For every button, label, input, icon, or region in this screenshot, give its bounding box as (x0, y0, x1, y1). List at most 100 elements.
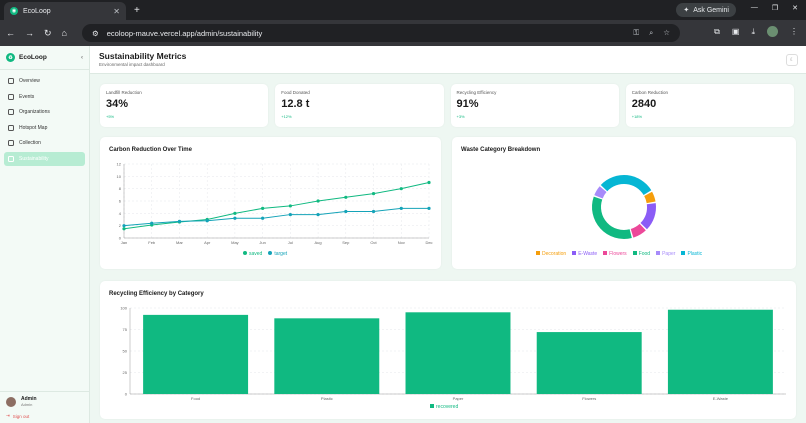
bookmark-star-icon[interactable]: ☆ (663, 28, 670, 37)
close-tab-icon[interactable]: ✕ (113, 6, 120, 16)
new-tab-icon[interactable]: + (134, 4, 140, 16)
series-line-target (123, 207, 429, 227)
sidebar-item-events[interactable]: Events (4, 90, 85, 104)
legend-item[interactable]: Decoration (536, 251, 566, 257)
gemini-label: Ask Gemini (693, 6, 729, 14)
metric-label: Food Donated (281, 90, 310, 95)
avatar (6, 396, 16, 407)
reload-icon[interactable]: ↻ (44, 27, 52, 38)
x-tick-label: Food (191, 396, 200, 401)
maximize-icon[interactable]: ❐ (771, 5, 779, 12)
brand-name: EcoLoop (19, 54, 47, 61)
y-tick-label: 50 (123, 349, 128, 354)
shield-icon (8, 109, 14, 115)
legend-item[interactable]: saved (243, 251, 262, 257)
brand: ♻ EcoLoop ‹ (0, 46, 89, 70)
recycling-bar-chart: 0 25 50 75 100 Food Plastic Paper Flowers E-Waste (120, 306, 786, 401)
sidebar: ♻ EcoLoop ‹ Overview Events Organization… (0, 46, 90, 423)
forward-icon[interactable]: → (25, 28, 34, 38)
sidebar-item-collection[interactable]: Collection (4, 136, 85, 150)
sidebar-item-organizations[interactable]: Organizations (4, 105, 85, 119)
data-point-saved (288, 204, 292, 208)
metric-card: Carbon Reduction 2840 +18% (625, 84, 794, 127)
media-icon[interactable]: ▣ (731, 27, 740, 36)
y-tick-label: 6 (119, 199, 122, 204)
main-content: Sustainability Metrics Environmental imp… (90, 46, 806, 423)
sidebar-item-label: Sustainability (19, 155, 49, 162)
data-point-saved (371, 192, 376, 196)
page-header: Sustainability Metrics Environmental imp… (90, 46, 806, 74)
legend-label: E-Waste (578, 251, 598, 257)
sidebar-item-label: Overview (19, 78, 40, 84)
x-tick-label: Sep (342, 240, 350, 245)
donut-slice-flowers (630, 223, 646, 238)
logout-icon: ⇥ (6, 413, 10, 418)
password-icon[interactable]: ⚿ (633, 28, 640, 37)
collapse-sidebar-icon[interactable]: ‹ (81, 54, 83, 61)
donut-slice-e-waste (640, 203, 656, 230)
y-tick-label: 25 (123, 370, 128, 375)
data-point-target (177, 219, 182, 223)
url-field[interactable]: ⚙ ecoloop-mauve.vercel.app/admin/sustain… (82, 24, 680, 42)
legend-item[interactable]: Flowers (603, 251, 627, 257)
legend-item[interactable]: target (268, 251, 287, 257)
legend-item[interactable]: recovered (430, 404, 458, 410)
data-point-target (316, 212, 320, 217)
home-icon[interactable]: ⌂ (61, 28, 67, 38)
x-tick-label: Mar (176, 240, 184, 245)
legend-item[interactable]: Food (632, 251, 650, 257)
chart-legend: saved target (243, 251, 287, 257)
browser-tab[interactable]: ◉ EcoLoop ✕ (4, 2, 126, 20)
back-icon[interactable]: ← (6, 28, 15, 38)
extensions-icon[interactable]: ⧉ (714, 26, 720, 36)
metric-card: Recycling Efficiency 91% +3% (450, 84, 619, 127)
leaf-icon (8, 155, 14, 162)
legend-item[interactable]: E-Waste (572, 251, 597, 257)
url-text: ecoloop-mauve.vercel.app/admin/sustainab… (106, 28, 263, 38)
carbon-chart-panel: Carbon Reduction Over Time 0 2 4 6 8 10 12 Jan F… (100, 137, 441, 269)
y-tick-label: 0 (119, 236, 122, 241)
sign-out-button[interactable]: ⇥ Sign out (6, 413, 83, 419)
bar-paper (405, 312, 511, 394)
sign-out-label: Sign out (12, 413, 30, 419)
data-point-target (288, 212, 292, 217)
minimize-icon[interactable]: — (750, 4, 758, 11)
zoom-icon[interactable]: ⌕ (649, 28, 654, 37)
sidebar-item-sustainability[interactable]: Sustainability (4, 151, 85, 166)
site-info-icon[interactable]: ⚙ (92, 28, 99, 38)
x-tick-label: Oct (370, 240, 377, 245)
legend-label: Decoration (542, 251, 567, 257)
metric-card: Food Donated 12.8 t +12% (275, 84, 444, 127)
sidebar-item-hotspot-map[interactable]: Hotspot Map (4, 121, 85, 135)
data-point-saved (344, 195, 348, 199)
metric-change: +5% (106, 114, 115, 119)
user-profile[interactable]: Admin Admin (6, 396, 83, 407)
bar-plastic (274, 318, 380, 394)
legend-item[interactable]: Paper (656, 251, 675, 257)
legend-item[interactable]: Plastic (681, 251, 702, 257)
profile-avatar[interactable] (767, 26, 778, 37)
metric-card: Landfill Reduction 34% +5% (100, 84, 269, 127)
legend-swatch (536, 251, 540, 255)
data-point-target (371, 209, 376, 214)
close-window-icon[interactable]: ✕ (792, 5, 798, 12)
box-icon (8, 140, 14, 146)
favicon-icon: ◉ (10, 7, 18, 15)
chart-legend: Decoration E-Waste Flowers Food Paper Plastic (536, 251, 702, 257)
data-point-target (399, 206, 403, 210)
app: ♻ EcoLoop ‹ Overview Events Organization… (0, 46, 806, 423)
address-bar: ← → ↻ ⌂ ⚙ ecoloop-mauve.vercel.app/admin… (0, 20, 806, 46)
x-tick-label: E-Waste (713, 396, 729, 401)
theme-toggle-icon[interactable]: ☾ (786, 54, 798, 66)
page-title: Sustainability Metrics (99, 51, 187, 61)
data-point-saved (399, 187, 403, 191)
data-point-target (233, 216, 237, 220)
menu-icon[interactable]: ⋮ (790, 27, 798, 36)
chart-legend: recovered (430, 404, 458, 410)
download-icon[interactable]: ⤓ (751, 26, 755, 36)
sidebar-item-overview[interactable]: Overview (4, 74, 85, 88)
x-tick-label: Jun (259, 240, 265, 245)
sidebar-item-label: Collection (19, 140, 41, 146)
sidebar-item-label: Hotspot Map (19, 124, 48, 131)
ask-gemini-button[interactable]: ✦ Ask Gemini (676, 3, 736, 17)
